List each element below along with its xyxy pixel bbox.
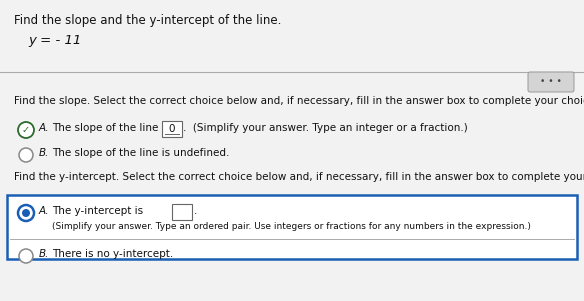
Text: Find the y-intercept. Select the correct choice below and, if necessary, fill in: Find the y-intercept. Select the correct… (14, 172, 584, 182)
FancyBboxPatch shape (7, 195, 577, 259)
Text: A.: A. (39, 123, 50, 133)
Circle shape (22, 209, 30, 217)
Text: (Simplify your answer. Type an ordered pair. Use integers or fractions for any n: (Simplify your answer. Type an ordered p… (52, 222, 531, 231)
Text: B.: B. (39, 249, 50, 259)
Text: ✓: ✓ (22, 125, 30, 135)
Text: Find the slope and the y-intercept of the line.: Find the slope and the y-intercept of th… (14, 14, 281, 27)
Text: The slope of the line is undefined.: The slope of the line is undefined. (52, 148, 230, 158)
Text: y = - 11: y = - 11 (28, 34, 81, 47)
Text: .  (Simplify your answer. Type an integer or a fraction.): . (Simplify your answer. Type an integer… (183, 123, 468, 133)
Text: B.: B. (39, 148, 50, 158)
Text: There is no y-intercept.: There is no y-intercept. (52, 249, 173, 259)
Text: • • •: • • • (540, 77, 562, 86)
Text: The slope of the line is: The slope of the line is (52, 123, 173, 133)
Text: 0: 0 (169, 124, 175, 134)
FancyBboxPatch shape (162, 121, 182, 137)
FancyBboxPatch shape (172, 204, 192, 220)
Text: A.: A. (39, 206, 50, 216)
Text: The y-intercept is: The y-intercept is (52, 206, 143, 216)
FancyBboxPatch shape (528, 72, 574, 92)
Circle shape (19, 249, 33, 263)
Text: .: . (194, 206, 197, 216)
Text: Find the slope. Select the correct choice below and, if necessary, fill in the a: Find the slope. Select the correct choic… (14, 96, 584, 106)
Circle shape (18, 122, 34, 138)
Circle shape (19, 148, 33, 162)
Circle shape (18, 205, 34, 221)
